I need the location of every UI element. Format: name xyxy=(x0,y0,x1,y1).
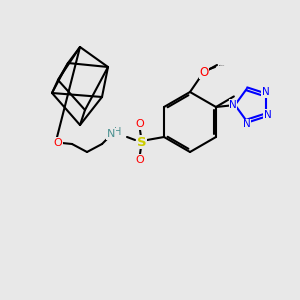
Text: O: O xyxy=(136,155,144,165)
Text: N: N xyxy=(262,87,270,97)
Text: H: H xyxy=(114,127,122,137)
Text: N: N xyxy=(107,129,115,139)
Text: N: N xyxy=(264,110,272,120)
Text: S: S xyxy=(137,136,147,148)
Text: methoxy: methoxy xyxy=(219,64,225,66)
Text: O: O xyxy=(54,138,62,148)
Text: O: O xyxy=(200,65,208,79)
Text: N: N xyxy=(243,119,250,129)
Text: O: O xyxy=(136,119,144,129)
Text: O: O xyxy=(200,65,208,79)
Text: N: N xyxy=(229,100,237,110)
